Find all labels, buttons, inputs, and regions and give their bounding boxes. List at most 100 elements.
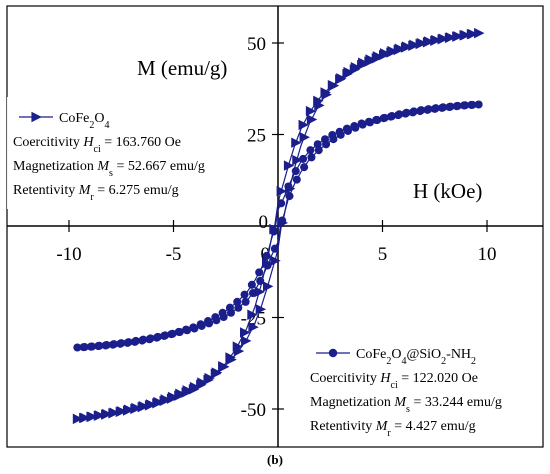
data-point <box>423 36 435 47</box>
data-point <box>291 167 300 176</box>
data-point <box>446 102 455 111</box>
data-point <box>161 331 170 340</box>
legend-stat: Coercitivity Hci = 122.020 Oe <box>310 371 478 391</box>
data-point <box>197 321 206 330</box>
legend-stat: Retentivity Mr = 4.427 emu/g <box>310 419 476 439</box>
data-point <box>197 377 208 388</box>
data-point <box>263 281 274 292</box>
y-tick-label: -50 <box>241 400 266 421</box>
data-point <box>365 54 376 65</box>
data-point <box>262 251 271 260</box>
legend-background <box>304 333 539 445</box>
data-point <box>387 112 396 121</box>
legend-stat: Coercitivity Hci = 163.760 Oe <box>13 135 181 155</box>
data-point <box>263 261 272 270</box>
data-point <box>254 286 266 298</box>
legend-stat: Magnetization Ms = 52.667 emu/g <box>13 159 205 179</box>
data-point <box>461 101 470 110</box>
y-tick-label: 25 <box>247 126 266 147</box>
data-point <box>424 105 433 114</box>
data-point <box>314 146 323 155</box>
data-point <box>467 28 479 40</box>
data-point <box>256 276 265 285</box>
legend-name-part: 2 <box>471 356 476 367</box>
data-point <box>226 308 236 317</box>
legend-name-part: 2 <box>441 356 446 367</box>
data-point <box>124 404 135 415</box>
data-point <box>233 297 242 306</box>
legend-name-part: 4 <box>104 120 109 131</box>
series-cofe2o4-sio2-nh2 <box>73 100 483 352</box>
data-point <box>336 130 345 139</box>
data-point <box>278 216 287 225</box>
data-point <box>241 297 250 306</box>
data-point <box>270 255 281 266</box>
data-point <box>255 304 267 315</box>
data-point <box>189 381 201 393</box>
legend-name-part: O <box>391 347 401 362</box>
data-point <box>291 137 302 148</box>
data-point <box>95 341 104 350</box>
data-point <box>313 140 322 149</box>
data-point <box>328 80 340 91</box>
data-point <box>116 405 128 417</box>
data-point <box>438 33 449 44</box>
legend-cofe2o4: CoFe2O4 Coercitivity Hci = 163.760 Oe Magn… <box>7 97 232 209</box>
data-point <box>276 186 287 197</box>
data-point <box>131 402 142 414</box>
legend-marker <box>31 111 42 123</box>
data-point <box>314 100 325 111</box>
x-tick-label: 5 <box>378 244 388 265</box>
data-point <box>372 51 384 62</box>
data-point <box>416 37 428 49</box>
data-point <box>94 410 106 421</box>
x-tick-label: -10 <box>56 244 81 265</box>
data-point <box>453 101 462 110</box>
data-point <box>299 154 308 163</box>
data-point <box>402 108 411 117</box>
data-point <box>160 394 171 405</box>
y-tick-label: -25 <box>241 309 266 330</box>
data-point <box>474 100 483 109</box>
data-point <box>204 372 215 384</box>
data-point <box>358 57 369 68</box>
data-point <box>73 343 82 352</box>
data-point <box>306 114 318 125</box>
data-point <box>336 73 347 84</box>
data-point <box>131 336 140 345</box>
data-point <box>255 268 264 277</box>
data-point <box>380 48 391 59</box>
y-tick-label: 50 <box>247 34 266 55</box>
data-point <box>240 327 251 338</box>
data-point <box>153 396 164 408</box>
data-point <box>167 391 179 403</box>
legend-name-part: 2 <box>386 356 391 367</box>
legend-series-name: CoFe2O4 <box>59 111 109 131</box>
data-point <box>409 107 418 116</box>
data-point <box>445 32 457 43</box>
data-point <box>72 413 84 425</box>
legend-stat: Retentivity Mr = 6.275 emu/g <box>13 183 179 203</box>
data-point <box>365 118 374 127</box>
data-point <box>168 329 177 338</box>
data-point <box>351 123 360 132</box>
data-point <box>401 41 413 52</box>
data-point <box>190 324 199 333</box>
data-point <box>277 199 286 208</box>
legend-series-name: CoFe2O4@SiO2-NH2 <box>356 347 476 367</box>
data-point <box>117 339 126 348</box>
data-point <box>241 335 252 347</box>
legend-stat: Magnetization Ms = 33.244 emu/g <box>310 395 502 415</box>
data-point <box>358 120 367 129</box>
y-tick-label: 0 <box>259 212 269 233</box>
legend-name-part: 4 <box>401 356 406 367</box>
data-point <box>395 110 404 119</box>
data-point <box>300 163 309 172</box>
data-point <box>205 319 214 328</box>
data-point <box>247 280 256 289</box>
data-point <box>285 192 294 201</box>
data-point <box>153 332 162 341</box>
data-point <box>80 412 91 424</box>
